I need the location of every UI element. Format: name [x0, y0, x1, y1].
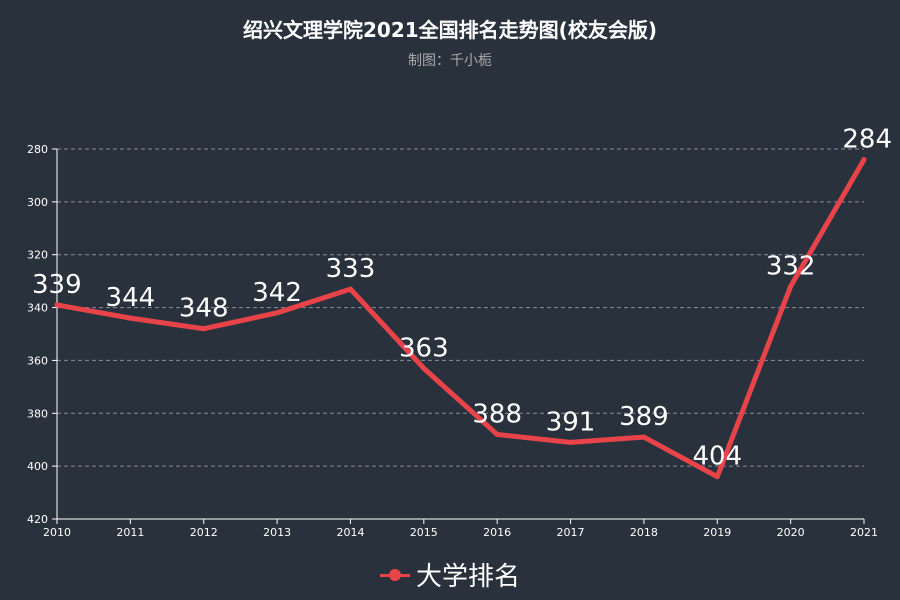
series-line: [54, 157, 867, 480]
y-tick-label: 380: [27, 407, 48, 420]
data-point: [494, 431, 500, 437]
x-tick-label: 2021: [850, 526, 878, 539]
x-tick-label: 2010: [43, 526, 71, 539]
data-label: 391: [546, 407, 596, 437]
y-tick-label: 360: [27, 354, 48, 367]
x-tick-label: 2017: [557, 526, 585, 539]
data-point: [347, 286, 353, 292]
data-point: [714, 474, 720, 480]
data-point: [421, 365, 427, 371]
x-tick-label: 2019: [703, 526, 731, 539]
x-tick-label: 2014: [336, 526, 364, 539]
legend[interactable]: 大学排名: [0, 556, 900, 593]
data-label: 339: [32, 270, 82, 300]
data-point: [274, 310, 280, 316]
legend-series-label: 大学排名: [415, 562, 520, 592]
x-tick-label: 2015: [410, 526, 438, 539]
grid-lines: [57, 148, 864, 467]
y-tick-label: 300: [27, 196, 48, 209]
x-tick-label: 2011: [116, 526, 144, 539]
data-point: [54, 302, 60, 308]
chart-title: 绍兴文理学院2021全国排名走势图(校友会版): [243, 18, 657, 42]
x-tick-label: 2013: [263, 526, 291, 539]
x-tick-label: 2016: [483, 526, 511, 539]
data-point: [861, 157, 867, 163]
data-label: 342: [252, 278, 302, 308]
legend-series-icon: [379, 565, 410, 585]
data-point: [788, 283, 794, 289]
data-label: 404: [692, 442, 742, 472]
x-tick-label: 2012: [190, 526, 218, 539]
y-tick-label: 400: [27, 460, 48, 473]
series-layer: [54, 157, 867, 480]
data-label: 348: [179, 294, 229, 324]
data-label: 333: [326, 254, 376, 284]
chart-subtitle: 制图：千小栀: [408, 53, 492, 69]
data-point: [568, 439, 574, 445]
y-tick-label: 420: [27, 513, 48, 526]
data-label: 389: [619, 402, 669, 432]
data-label: 363: [399, 333, 449, 363]
data-label: 388: [472, 399, 522, 429]
data-label: 284: [842, 125, 892, 155]
x-tick-label: 2018: [630, 526, 658, 539]
y-tick-label: 320: [27, 249, 48, 262]
data-labels: 339 344 348 342 333 363 388 391 389 404 332 284: [32, 125, 892, 472]
data-point: [127, 315, 133, 321]
y-tick-label: 340: [27, 302, 48, 315]
data-label: 344: [106, 283, 156, 313]
data-point: [201, 326, 207, 332]
y-tick-label: 280: [27, 143, 48, 156]
x-tick-label: 2020: [777, 526, 805, 539]
data-point: [641, 434, 647, 440]
data-label: 332: [766, 251, 816, 281]
